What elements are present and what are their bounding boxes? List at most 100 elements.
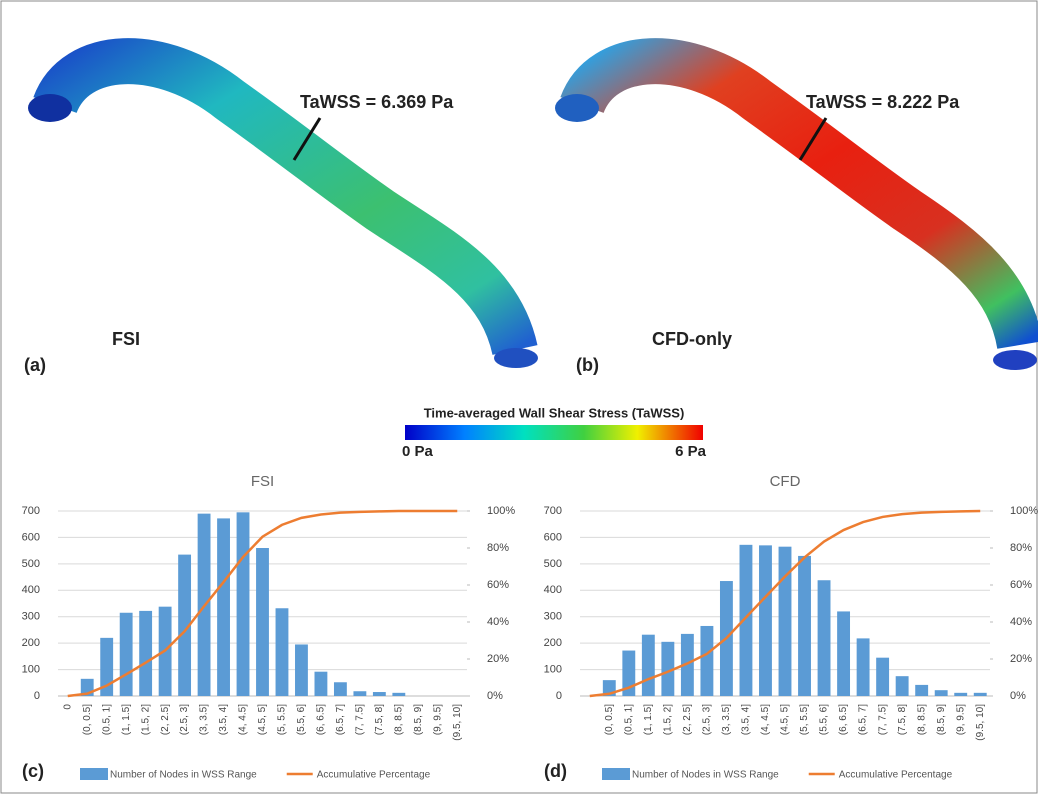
x-tick-label: (5, 5.5] [799,704,810,735]
bar [876,658,889,696]
x-tick-label: (3.5, 4] [741,704,752,735]
y2-tick-label: 0% [1010,690,1026,702]
bar [915,685,928,696]
panel-label: (c) [22,761,44,781]
bar [315,672,328,696]
x-tick-label: (8, 8.5] [916,704,927,735]
y-tick-label: 700 [544,505,562,517]
bar [837,611,850,696]
legend-label: Accumulative Percentage [317,770,431,781]
y-tick-label: 300 [22,611,40,623]
bar [334,682,347,696]
y2-tick-label: 20% [487,653,509,665]
bar [759,545,772,696]
y-tick-label: 0 [34,690,40,702]
x-tick-label: (5, 5.5] [277,704,288,735]
bar [896,676,909,696]
bar [392,693,405,696]
x-tick-label: (4.5, 5] [780,704,791,735]
x-tick-label: (8.5, 9] [936,704,947,735]
figure: TaWSS = 6.369 Pa TaWSS = 8.222 Pa FSI CF… [0,0,1038,794]
y2-tick-label: 60% [1010,579,1032,591]
x-tick-label: (7.5, 8] [897,704,908,735]
x-tick-label: (9, 9.5] [955,704,966,735]
bar [217,518,230,696]
legend-swatch [80,768,108,780]
vessel-end [555,94,599,122]
colorbar-title: Time-averaged Wall Shear Stress (TaWSS) [424,405,685,420]
x-tick-label: (2.5, 3] [702,704,713,735]
y-tick-label: 400 [22,584,40,596]
vessel-end [28,94,72,122]
bar [295,644,308,696]
y2-tick-label: 80% [1010,542,1032,554]
y-tick-label: 500 [22,558,40,570]
x-tick-label: (2, 2.5] [682,704,693,735]
legend-label: Number of Nodes in WSS Range [632,770,779,781]
y-tick-label: 200 [544,637,562,649]
x-tick-label: (6.5, 7] [858,704,869,735]
bar [935,690,948,696]
x-tick-label: (3, 3.5] [199,704,210,735]
legend-swatch [602,768,630,780]
x-tick-label: (1, 1.5] [121,704,132,735]
colorbar-max: 6 Pa [675,443,707,460]
x-tick-label: (6.5, 7] [335,704,346,735]
y-tick-label: 200 [22,637,40,649]
panel-name: CFD-only [652,329,732,349]
x-tick-label: (0, 0.5] [604,704,615,735]
bar [954,693,967,696]
x-tick-label: 0 [62,704,73,710]
bar [276,608,289,696]
bar [974,693,987,696]
x-tick-label: (1.5, 2] [140,704,151,735]
x-tick-label: (0, 0.5] [82,704,93,735]
x-tick-label: (8, 8.5] [393,704,404,735]
bar [818,580,831,696]
x-tick-label: (7, 7.5] [355,704,366,735]
x-tick-label: (2, 2.5] [160,704,171,735]
x-tick-label: (9.5, 10] [975,704,986,741]
y2-tick-label: 0% [487,690,503,702]
x-tick-label: (0.5, 1] [623,704,634,735]
bar [642,635,655,696]
y2-tick-label: 40% [487,616,509,628]
colorbar [405,425,703,440]
bar [139,611,152,696]
legend-label: Accumulative Percentage [839,770,953,781]
bar [237,512,250,696]
y-tick-label: 600 [22,531,40,543]
x-tick-label: (1.5, 2] [662,704,673,735]
y2-tick-label: 80% [487,542,509,554]
y-tick-label: 600 [544,531,562,543]
legend-label: Number of Nodes in WSS Range [110,770,257,781]
x-tick-label: (4, 4.5] [760,704,771,735]
x-tick-label: (6, 6.5] [838,704,849,735]
y-tick-label: 0 [556,690,562,702]
x-tick-label: (1, 1.5] [643,704,654,735]
x-tick-label: (4, 4.5] [238,704,249,735]
y-tick-label: 100 [544,663,562,675]
x-tick-label: (2.5, 3] [179,704,190,735]
x-tick-label: (9, 9.5] [432,704,443,735]
y2-tick-label: 20% [1010,653,1032,665]
vessel-end [494,348,538,368]
x-tick-label: (4.5, 5] [257,704,268,735]
x-tick-label: (3.5, 4] [218,704,229,735]
y2-tick-label: 40% [1010,616,1032,628]
chart-title: FSI [251,473,274,490]
x-tick-label: (0.5, 1] [101,704,112,735]
y-tick-label: 500 [544,558,562,570]
bar [857,638,870,696]
y2-tick-label: 100% [487,505,515,517]
y-tick-label: 700 [22,505,40,517]
y-tick-label: 300 [544,611,562,623]
y-tick-label: 100 [22,663,40,675]
panel-label: (b) [576,355,599,375]
bar [373,692,386,696]
x-tick-label: (7.5, 8] [374,704,385,735]
bar [353,691,366,696]
bar [700,626,713,696]
y2-tick-label: 100% [1010,505,1038,517]
y-tick-label: 400 [544,584,562,596]
